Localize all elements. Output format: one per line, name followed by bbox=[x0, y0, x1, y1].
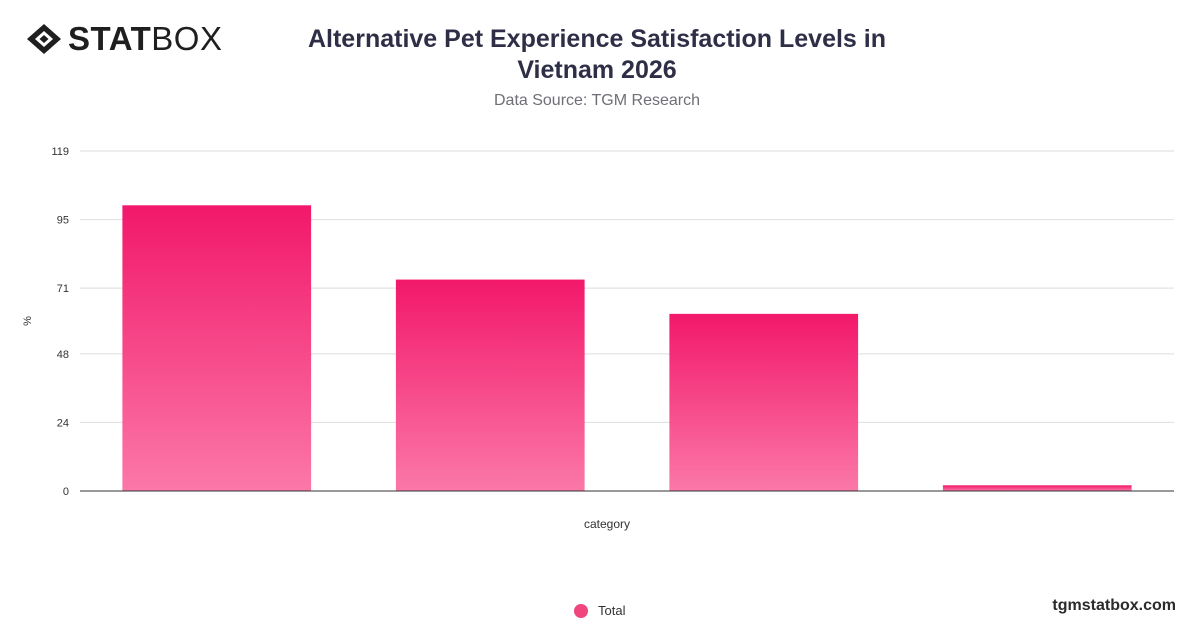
y-tick-label: 95 bbox=[57, 215, 69, 227]
y-tick-label: 0 bbox=[63, 486, 69, 498]
legend-marker bbox=[574, 603, 588, 618]
legend-label: Total bbox=[598, 603, 626, 618]
bar-1[interactable] bbox=[122, 205, 312, 492]
bars bbox=[122, 205, 1132, 492]
y-axis-ticks: 0 24 48 71 95 119 bbox=[51, 146, 69, 498]
brand-name: STATBOX bbox=[68, 22, 222, 55]
chart-subtitle: Data Source: TGM Research bbox=[493, 92, 700, 109]
y-tick-label: 48 bbox=[57, 349, 69, 361]
bar-3[interactable] bbox=[669, 313, 859, 491]
y-tick-label: 71 bbox=[57, 283, 69, 295]
footer-site: tgmstatbox.com bbox=[1052, 597, 1176, 614]
y-tick-label: 24 bbox=[57, 417, 69, 429]
brand-bold: STAT bbox=[68, 20, 152, 57]
bar-4[interactable] bbox=[942, 485, 1132, 491]
brand-light: BOX bbox=[151, 20, 223, 57]
statbox-logo: STATBOX bbox=[26, 22, 222, 55]
x-axis-label: category bbox=[584, 517, 630, 531]
bar-2[interactable] bbox=[395, 279, 585, 491]
diamond-logo-icon bbox=[27, 23, 61, 54]
legend[interactable]: Total bbox=[574, 603, 625, 618]
chart-title: Alternative Pet Experience Satisfaction … bbox=[307, 25, 886, 84]
y-axis-label: % bbox=[22, 316, 34, 326]
y-tick-label: 119 bbox=[51, 146, 69, 158]
